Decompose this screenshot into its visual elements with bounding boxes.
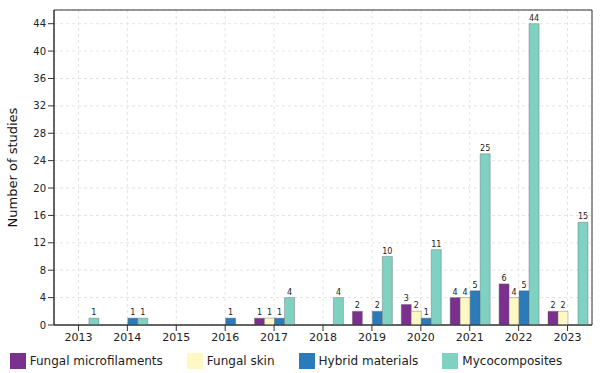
- svg-text:28: 28: [33, 128, 46, 139]
- svg-text:44: 44: [33, 18, 46, 29]
- svg-text:2: 2: [414, 301, 419, 310]
- svg-text:1: 1: [140, 308, 145, 317]
- svg-text:1: 1: [267, 308, 272, 317]
- svg-text:2: 2: [550, 301, 555, 310]
- svg-text:1: 1: [424, 308, 429, 317]
- svg-text:32: 32: [33, 100, 46, 111]
- svg-text:1: 1: [277, 308, 282, 317]
- html-text:Hybrid materials: Hybrid materials: [318, 353, 419, 368]
- svg-text:2016: 2016: [211, 331, 239, 344]
- svg-text:2014: 2014: [113, 331, 141, 344]
- html-text:Mycocomposites: Mycocomposites: [462, 353, 563, 368]
- svg-text:1: 1: [228, 308, 233, 317]
- svg-text:Number of studies: Number of studies: [8, 107, 20, 227]
- svg-text:3: 3: [404, 294, 409, 303]
- svg-text:36: 36: [33, 73, 46, 84]
- svg-text:2013: 2013: [64, 331, 92, 344]
- svg-text:4: 4: [287, 288, 292, 297]
- svg-text:15: 15: [578, 212, 588, 221]
- svg-text:24: 24: [33, 155, 46, 166]
- svg-text:44: 44: [529, 14, 539, 23]
- svg-text:11: 11: [431, 240, 441, 249]
- html-text:Fungal skin: Fungal skin: [206, 353, 275, 368]
- svg-text:2015: 2015: [162, 331, 190, 344]
- svg-text:2023: 2023: [554, 331, 582, 344]
- svg-text:0: 0: [40, 320, 46, 331]
- svg-text:4: 4: [453, 288, 458, 297]
- svg-text:20: 20: [33, 183, 46, 194]
- svg-text:2020: 2020: [407, 331, 435, 344]
- svg-text:2017: 2017: [260, 331, 288, 344]
- svg-text:2018: 2018: [309, 331, 337, 344]
- svg-text:4: 4: [336, 288, 341, 297]
- svg-text:5: 5: [473, 281, 478, 290]
- svg-text:2: 2: [375, 301, 380, 310]
- svg-text:12: 12: [33, 237, 46, 248]
- svg-text:4: 4: [512, 288, 517, 297]
- svg-text:2019: 2019: [358, 331, 386, 344]
- svg-text:4: 4: [463, 288, 468, 297]
- svg-text:4: 4: [40, 292, 46, 303]
- svg-text:2: 2: [355, 301, 360, 310]
- svg-text:8: 8: [40, 265, 46, 276]
- svg-text:1: 1: [257, 308, 262, 317]
- svg-text:2: 2: [560, 301, 565, 310]
- svg-text:40: 40: [33, 46, 46, 57]
- svg-text:10: 10: [382, 247, 392, 256]
- svg-text:6: 6: [502, 274, 507, 283]
- svg-text:1: 1: [130, 308, 135, 317]
- svg-text:1: 1: [91, 308, 96, 317]
- svg-text:2021: 2021: [456, 331, 484, 344]
- svg-text:2022: 2022: [505, 331, 533, 344]
- svg-text:5: 5: [522, 281, 527, 290]
- html-text:Fungal microfilaments: Fungal microfilaments: [29, 353, 163, 368]
- svg-text:25: 25: [480, 144, 490, 153]
- svg-text:16: 16: [33, 210, 46, 221]
